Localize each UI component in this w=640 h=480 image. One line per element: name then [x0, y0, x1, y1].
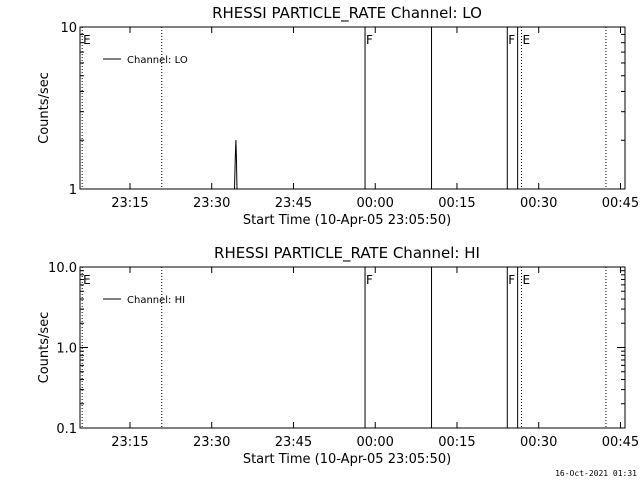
y-tick-label: 10: [60, 21, 77, 36]
y-tick-label: 1: [69, 183, 77, 198]
y-axis-label: Counts/sec: [37, 312, 52, 384]
event-marker-label: F: [508, 33, 515, 47]
x-tick-label: 00:30: [520, 435, 557, 450]
x-tick-label: 23:15: [111, 196, 148, 211]
y-tick-label: 10.0: [48, 261, 77, 276]
footer-timestamp: 16-Oct-2021 01:31: [555, 469, 637, 478]
x-axis-label: Start Time (10-Apr-05 23:05:50): [243, 213, 451, 228]
chart-title: RHESSI PARTICLE_RATE Channel: LO: [212, 4, 482, 23]
x-tick-label: 00:00: [356, 435, 393, 450]
x-tick-label: 00:30: [520, 196, 557, 211]
x-axis-label: Start Time (10-Apr-05 23:05:50): [243, 452, 451, 467]
chart-title: RHESSI PARTICLE_RATE Channel: HI: [214, 244, 480, 263]
y-tick-label: 1.0: [56, 342, 77, 357]
event-marker-label: E: [83, 273, 91, 287]
series-line: [234, 140, 238, 190]
x-tick-label: 23:45: [275, 435, 312, 450]
x-tick-label: 23:30: [193, 196, 230, 211]
x-tick-label: 00:15: [438, 196, 475, 211]
event-marker-label: F: [366, 273, 373, 287]
x-tick-label: 00:45: [602, 435, 639, 450]
y-axis-label: Counts/sec: [37, 72, 52, 144]
event-marker-label: F: [366, 33, 373, 47]
x-tick-label: 00:45: [602, 196, 639, 211]
x-tick-label: 00:15: [438, 435, 475, 450]
legend-entry: Channel: LO: [127, 55, 188, 66]
y-tick-label: 0.1: [56, 422, 77, 437]
x-tick-label: 00:00: [356, 196, 393, 211]
event-marker-label: E: [522, 33, 530, 47]
x-tick-label: 23:45: [275, 196, 312, 211]
panel-hi-channel: RHESSI PARTICLE_RATE Channel: HI 23:15 23:…: [37, 244, 639, 467]
panel-lo-channel: RHESSI PARTICLE_RATE Channel: LO 23:15 23:…: [37, 4, 639, 228]
event-marker-label: E: [83, 33, 91, 47]
legend-entry: Channel: HI: [127, 295, 185, 306]
x-tick-label: 23:15: [111, 435, 148, 450]
event-marker-label: F: [508, 273, 515, 287]
x-tick-label: 23:30: [193, 435, 230, 450]
plot-frame: [79, 26, 626, 190]
event-marker-label: E: [522, 273, 530, 287]
